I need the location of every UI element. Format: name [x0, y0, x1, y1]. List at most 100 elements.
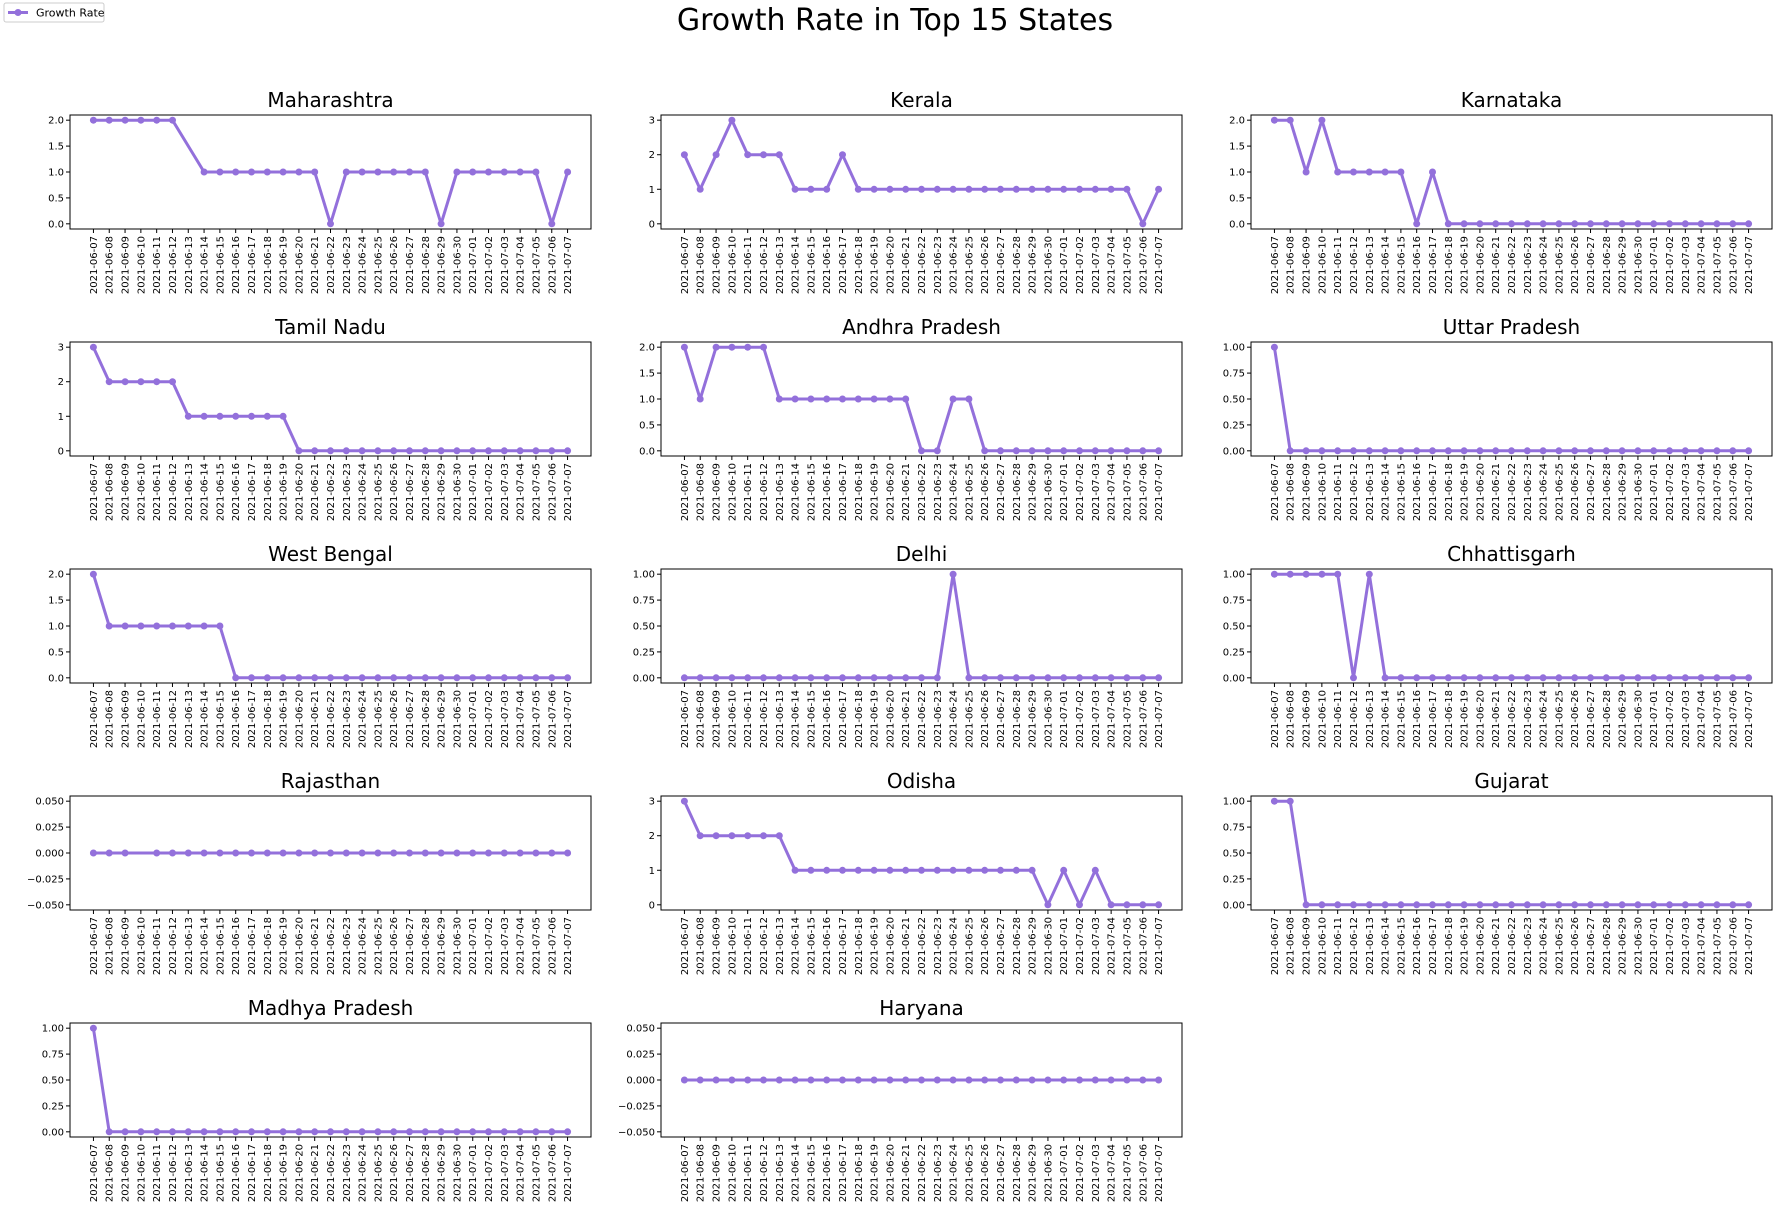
x-tick-label: 2021-06-19 — [870, 236, 881, 294]
data-point — [1318, 570, 1326, 578]
y-tick-label: 0.050 — [35, 797, 64, 808]
y-tick-label: 2 — [58, 377, 64, 388]
y-tick-label: 0.00 — [633, 673, 655, 684]
x-tick-label: 2021-06-12 — [168, 917, 179, 975]
x-tick-label: 2021-07-07 — [563, 917, 574, 975]
data-point — [469, 1128, 477, 1136]
data-point — [949, 185, 957, 193]
x-tick-label: 2021-07-02 — [1075, 1144, 1086, 1202]
data-point — [760, 832, 767, 840]
x-tick-label: 2021-06-11 — [152, 236, 163, 294]
data-point — [200, 622, 208, 630]
x-tick-label: 2021-06-20 — [885, 463, 896, 521]
x-tick-label: 2021-06-08 — [696, 1144, 707, 1202]
x-tick-label: 2021-06-28 — [421, 690, 432, 748]
data-point — [1381, 447, 1389, 455]
y-tick-label: 0.0 — [48, 673, 64, 684]
x-tick-label: 2021-06-11 — [1333, 236, 1344, 294]
x-tick-label: 2021-07-03 — [1681, 690, 1692, 748]
data-point — [358, 168, 366, 176]
x-tick-label: 2021-06-12 — [1349, 917, 1360, 975]
subplot-title: West Bengal — [268, 542, 393, 566]
data-point — [374, 447, 382, 455]
x-tick-label: 2021-06-17 — [247, 690, 258, 748]
data-point — [1139, 901, 1147, 909]
data-point — [1523, 901, 1531, 909]
data-point — [1602, 447, 1610, 455]
y-tick-label: 1.00 — [42, 1024, 64, 1035]
data-point — [933, 185, 941, 193]
x-tick-label: 2021-06-27 — [405, 463, 416, 521]
x-tick-label: 2021-06-11 — [743, 1144, 754, 1202]
x-tick-label: 2021-07-02 — [484, 463, 495, 521]
y-tick-label: 0.75 — [42, 1050, 64, 1061]
x-tick-label: 2021-07-03 — [500, 463, 511, 521]
x-tick-label: 2021-07-07 — [1744, 463, 1755, 521]
x-tick-label: 2021-06-08 — [696, 917, 707, 975]
data-point — [1318, 447, 1326, 455]
y-tick-label: 0.5 — [48, 647, 64, 658]
data-point — [1460, 447, 1468, 455]
x-tick-label: 2021-07-07 — [563, 690, 574, 748]
x-tick-label: 2021-06-22 — [1507, 236, 1518, 294]
x-tick-label: 2021-06-20 — [1475, 236, 1486, 294]
data-point — [548, 1128, 556, 1136]
x-tick-label: 2021-07-04 — [1697, 690, 1708, 748]
data-point — [696, 1076, 704, 1084]
data-point — [1302, 570, 1310, 578]
y-tick-label: 0.50 — [42, 1076, 64, 1087]
x-tick-label: 2021-06-17 — [838, 236, 849, 294]
data-point — [1539, 220, 1547, 228]
axes-frame — [1250, 114, 1773, 230]
x-tick-label: 2021-06-22 — [326, 236, 337, 294]
data-point — [775, 151, 783, 159]
x-tick-label: 2021-06-22 — [326, 1144, 337, 1202]
data-point — [1012, 866, 1020, 874]
data-point — [1076, 185, 1083, 193]
chart-title: Growth Rate in Top 15 States — [677, 3, 1113, 38]
data-point — [532, 447, 540, 455]
x-tick-label: 2021-06-12 — [759, 236, 770, 294]
x-tick-label: 2021-06-27 — [996, 236, 1007, 294]
y-tick-label: 2 — [649, 831, 655, 842]
x-tick-label: 2021-06-14 — [791, 236, 802, 294]
data-point — [485, 168, 492, 176]
x-tick-label: 2021-06-07 — [680, 690, 691, 748]
x-tick-label: 2021-07-01 — [1649, 236, 1660, 294]
x-tick-label: 2021-07-04 — [516, 463, 527, 521]
data-point — [248, 412, 255, 420]
data-point — [997, 185, 1004, 193]
x-tick-label: 2021-06-22 — [917, 1144, 928, 1202]
x-tick-label: 2021-06-16 — [231, 463, 242, 521]
x-tick-label: 2021-06-29 — [1618, 917, 1629, 975]
x-tick-label: 2021-06-12 — [168, 463, 179, 521]
x-tick-label: 2021-07-07 — [1744, 690, 1755, 748]
data-point — [1634, 901, 1642, 909]
x-tick-label: 2021-07-04 — [1697, 463, 1708, 521]
x-tick-label: 2021-07-01 — [468, 917, 479, 975]
data-point — [981, 1076, 989, 1084]
data-point — [1350, 674, 1357, 682]
y-tick-label: 0.75 — [1223, 369, 1245, 380]
subplot-title: Karnataka — [1461, 88, 1562, 112]
x-tick-label: 2021-06-22 — [1507, 917, 1518, 975]
x-tick-label: 2021-06-30 — [1043, 236, 1054, 294]
data-point — [918, 185, 925, 193]
x-tick-label: 2021-06-18 — [1444, 463, 1455, 521]
x-tick-label: 2021-07-04 — [516, 917, 527, 975]
series-line — [684, 572, 1159, 680]
x-tick-label: 2021-06-22 — [917, 463, 928, 521]
data-point — [696, 395, 704, 403]
x-tick-label: 2021-06-10 — [1317, 690, 1328, 748]
x-tick-label: 2021-07-07 — [1154, 917, 1165, 975]
data-point — [469, 168, 477, 176]
data-point — [1713, 674, 1721, 682]
x-tick-label: 2021-06-21 — [901, 690, 912, 748]
x-tick-label: 2021-06-17 — [838, 917, 849, 975]
data-point — [839, 1076, 846, 1084]
x-tick-label: 2021-07-03 — [1091, 690, 1102, 748]
x-tick-label: 2021-06-19 — [279, 236, 290, 294]
y-tick-label: 1.0 — [639, 395, 655, 406]
y-tick-label: 0.5 — [639, 420, 655, 431]
x-tick-label: 2021-06-19 — [279, 463, 290, 521]
